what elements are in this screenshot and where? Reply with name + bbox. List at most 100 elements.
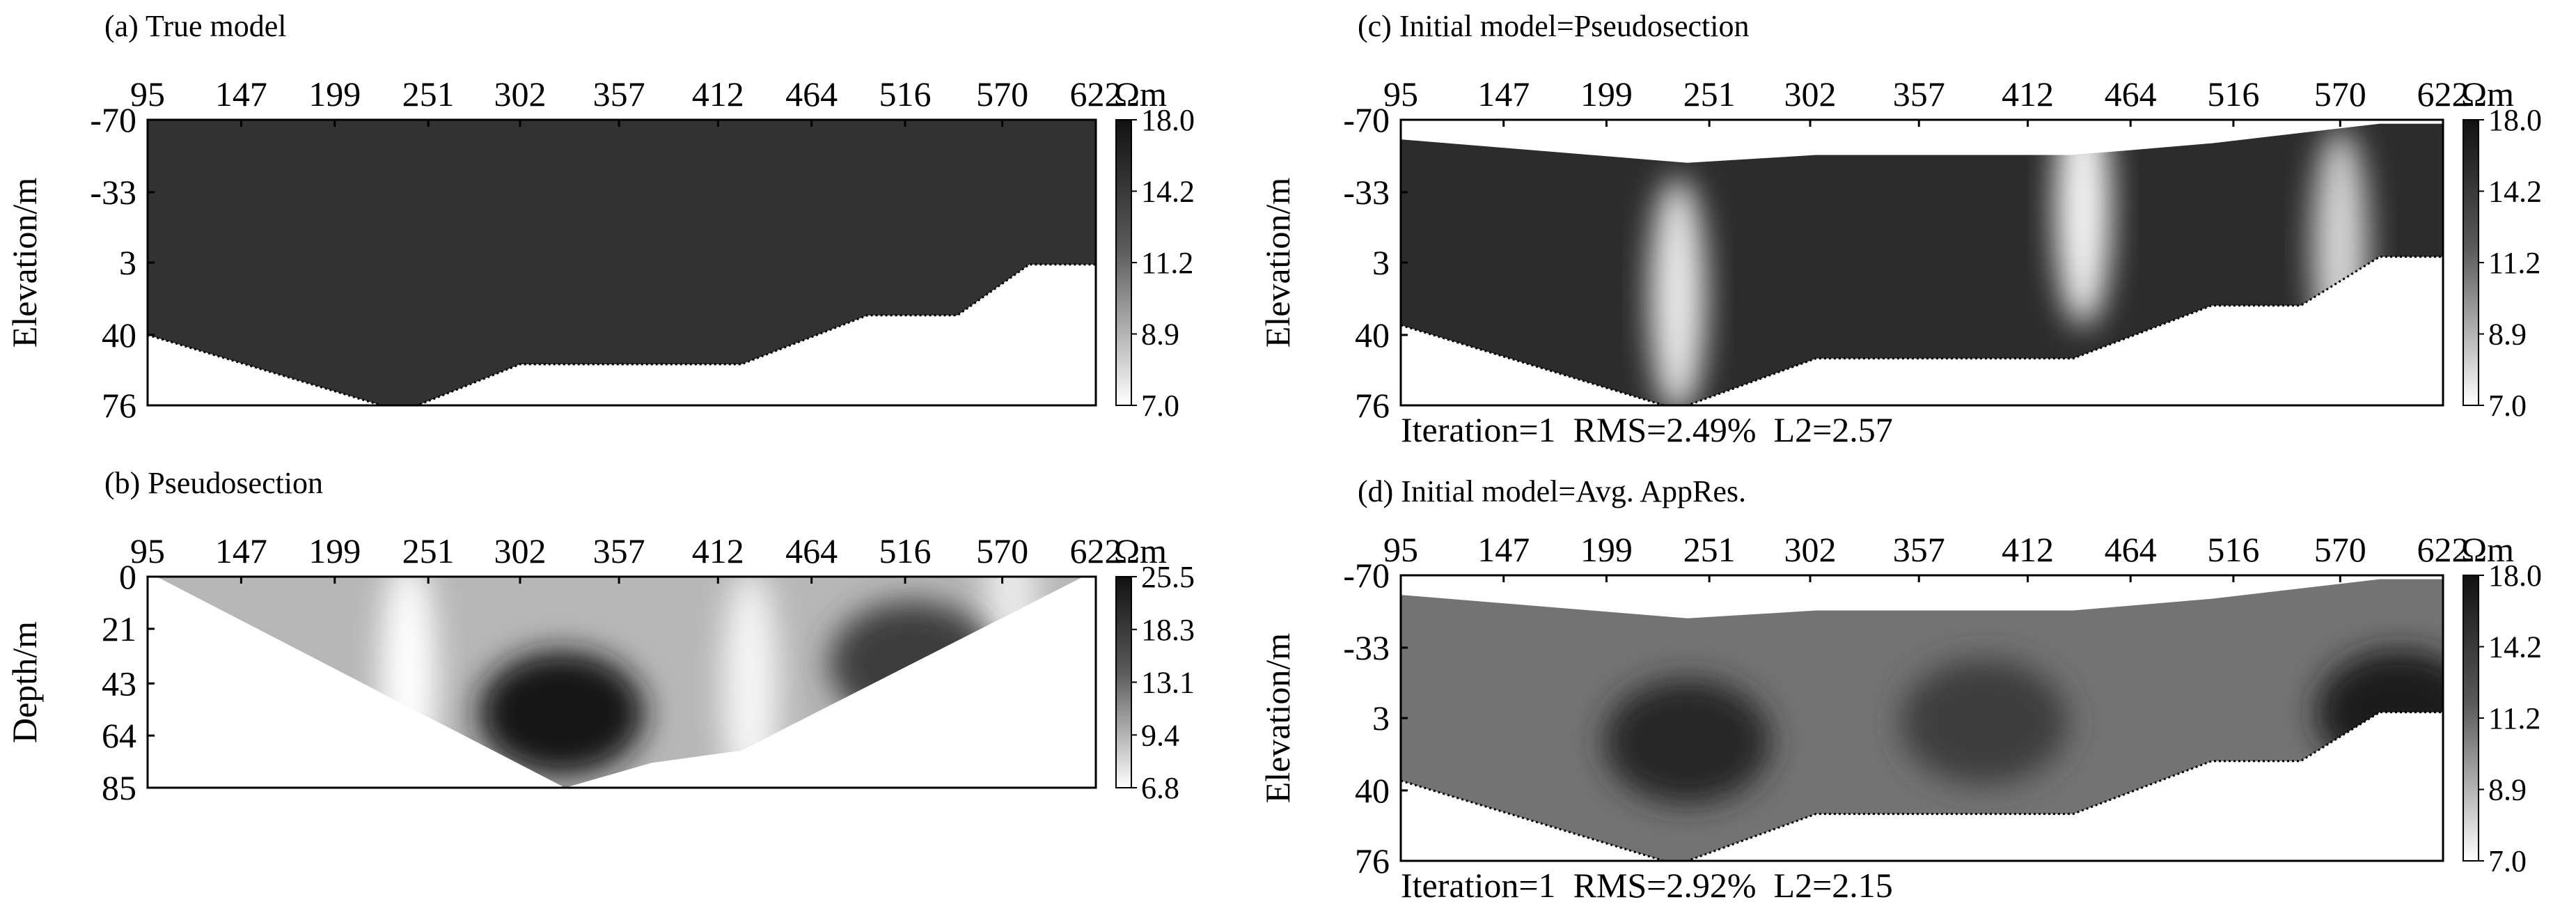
x-tick-label-c-5: 357	[1893, 75, 1945, 114]
colorbar-tick-label-c-4: 7.0	[2488, 389, 2527, 423]
x-tick-label-d-10: 622	[2417, 530, 2469, 569]
chart-b: 95 147 199 251 302 357 412 464 516 570 622 0 21 43 64 8…	[5, 531, 1195, 807]
y-tick-label-b-1: 21	[102, 609, 136, 648]
anomaly-b-3	[478, 651, 645, 777]
x-tick-label-a-1: 147	[215, 75, 267, 114]
colorbar-unit-a: Ωm	[1114, 75, 1167, 114]
panel-c-rms: RMS=2.49%	[1573, 410, 1757, 449]
x-tick-label-c-10: 622	[2417, 75, 2469, 114]
panel-d-iteration: Iteration=1	[1401, 866, 1556, 905]
colorbar-d	[2463, 575, 2479, 862]
panel-d-title: (d) Initial model=Avg. AppRes.	[1358, 474, 1747, 508]
x-tick-label-b-5: 357	[593, 531, 645, 570]
x-tick-label-a-3: 251	[402, 75, 455, 114]
x-tick-label-a-7: 464	[785, 75, 838, 114]
y-tick-label-b-2: 43	[102, 664, 136, 703]
y-tick-label-a-3: -33	[90, 173, 136, 212]
colorbar-a	[1115, 119, 1132, 406]
panel-d-l2: L2=2.15	[1773, 866, 1893, 905]
colorbar-tick-label-b-4: 6.8	[1141, 771, 1179, 805]
colorbar-unit-c: Ωm	[2461, 75, 2514, 114]
panel-b-title: (b) Pseudosection	[104, 466, 324, 500]
colorbar-tick-label-d-2: 11.2	[2488, 701, 2540, 735]
anomaly-b-1	[722, 577, 778, 788]
panel-d-rms: RMS=2.92%	[1573, 866, 1757, 905]
anomaly-b-4	[828, 600, 996, 726]
colorbar-unit-b: Ωm	[1114, 531, 1167, 570]
x-tick-label-d-6: 412	[2002, 530, 2054, 569]
y-tick-label-d-2: 3	[1372, 699, 1390, 738]
x-tick-label-d-1: 147	[1477, 530, 1530, 569]
y-tick-label-b-3: 64	[102, 716, 136, 755]
x-tick-label-c-8: 516	[2207, 75, 2259, 114]
x-tick-label-c-6: 412	[2002, 75, 2054, 114]
x-tick-label-c-0: 95	[1383, 75, 1418, 114]
anomaly-c-0	[1649, 177, 1706, 405]
x-tick-label-d-5: 357	[1893, 530, 1945, 569]
x-tick-label-b-6: 412	[692, 531, 744, 570]
colorbar-tick-label-a-0: 18.0	[1141, 103, 1195, 137]
anomaly-d-0	[1603, 678, 1771, 804]
y-axis-label-d: Elevation/m	[1258, 633, 1297, 803]
y-axis-label-a: Elevation/m	[5, 178, 44, 348]
colorbar-c	[2463, 119, 2479, 406]
colorbar-tick-label-a-4: 7.0	[1141, 389, 1179, 423]
colorbar-tick-label-c-1: 14.2	[2488, 175, 2542, 209]
anomalies-d	[1603, 649, 2443, 804]
anomaly-b-0	[380, 577, 437, 788]
y-tick-label-b-0: 0	[119, 557, 136, 596]
x-tick-label-a-8: 516	[879, 75, 932, 114]
colorbar-tick-label-a-1: 14.2	[1141, 175, 1195, 209]
x-tick-label-a-5: 357	[593, 75, 645, 114]
anomaly-d-2	[2316, 649, 2443, 775]
panel-a-title: (a) True model	[104, 9, 287, 43]
y-axis-label-b: Depth/m	[5, 621, 44, 743]
x-tick-label-c-3: 251	[1683, 75, 1736, 114]
x-tick-label-b-4: 302	[494, 531, 546, 570]
x-tick-label-a-10: 622	[1070, 75, 1122, 114]
x-tick-label-c-4: 302	[1784, 75, 1837, 114]
chart-d: 95 147 199 251 302 357 412 464 516 570 622 76 40 3 -33…	[1258, 530, 2542, 880]
colorbar-tick-label-b-2: 13.1	[1141, 666, 1195, 700]
panel-c-iteration: Iteration=1	[1401, 410, 1556, 449]
x-tick-label-c-1: 147	[1477, 75, 1530, 114]
colorbar-tick-label-b-3: 9.4	[1141, 718, 1179, 752]
x-tick-label-b-1: 147	[215, 531, 267, 570]
x-tick-label-b-8: 516	[879, 531, 932, 570]
y-axis-label-c: Elevation/m	[1258, 178, 1297, 348]
data-region-a	[148, 120, 1096, 405]
x-tick-label-b-2: 199	[308, 531, 361, 570]
x-tick-label-a-6: 412	[692, 75, 744, 114]
chart-a: 95 147 199 251 302 357 412 464 516 570 622 76 40 3 -33…	[5, 75, 1195, 425]
panel-d-stats: Iteration=1 RMS=2.92% L2=2.15	[1401, 865, 1893, 905]
data-region-c	[1401, 123, 2443, 405]
y-tick-label-d-0: 76	[1355, 841, 1390, 880]
panel-c-title: (c) Initial model=Pseudosection	[1358, 9, 1750, 43]
panel-c-stats: Iteration=1 RMS=2.49% L2=2.57	[1401, 410, 1893, 450]
colorbar-tick-label-d-0: 18.0	[2488, 559, 2542, 593]
x-tick-label-c-9: 570	[2314, 75, 2366, 114]
colorbar-tick-label-b-0: 25.5	[1141, 560, 1195, 594]
x-tick-label-c-2: 199	[1580, 75, 1633, 114]
x-tick-label-d-8: 516	[2207, 530, 2259, 569]
y-tick-label-a-0: 76	[102, 386, 136, 425]
x-tick-label-d-4: 302	[1784, 530, 1837, 569]
x-tick-label-b-9: 570	[976, 531, 1028, 570]
x-tick-label-b-0: 95	[130, 531, 165, 570]
y-tick-label-a-2: 3	[119, 243, 136, 282]
x-tick-label-a-9: 570	[976, 75, 1028, 114]
x-tick-label-d-7: 464	[2105, 530, 2157, 569]
x-tick-label-c-7: 464	[2105, 75, 2157, 114]
y-tick-label-b-4: 85	[102, 768, 136, 807]
y-tick-label-c-0: 76	[1355, 386, 1390, 425]
x-tick-label-d-2: 199	[1580, 530, 1633, 569]
colorbar-tick-label-a-2: 11.2	[1141, 246, 1193, 280]
x-tick-label-b-7: 464	[785, 531, 838, 570]
colorbar-tick-label-d-3: 8.9	[2488, 773, 2527, 807]
colorbar-b	[1115, 576, 1132, 788]
x-tick-label-a-0: 95	[130, 75, 165, 114]
y-tick-label-d-4: -70	[1343, 556, 1390, 595]
y-tick-label-c-4: -70	[1343, 100, 1390, 139]
x-tick-label-d-0: 95	[1383, 530, 1418, 569]
